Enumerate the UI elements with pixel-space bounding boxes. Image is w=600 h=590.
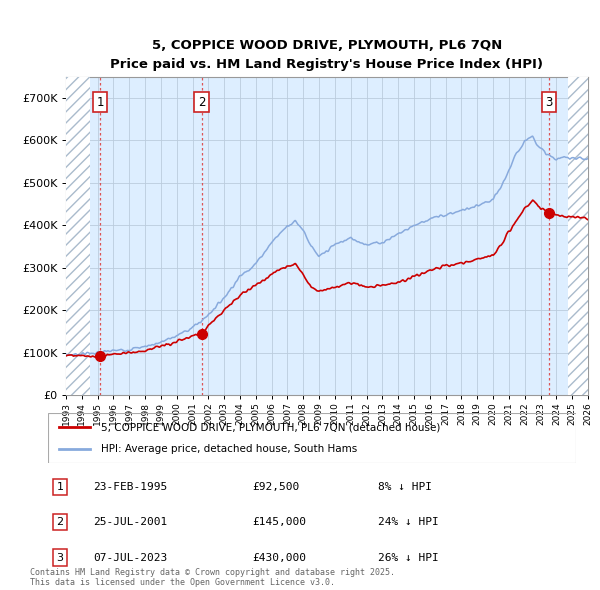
Text: 5, COPPICE WOOD DRIVE, PLYMOUTH, PL6 7QN (detached house): 5, COPPICE WOOD DRIVE, PLYMOUTH, PL6 7QN… xyxy=(101,422,440,432)
Text: 2: 2 xyxy=(198,96,205,109)
Text: Contains HM Land Registry data © Crown copyright and database right 2025.
This d: Contains HM Land Registry data © Crown c… xyxy=(30,568,395,587)
Text: 1: 1 xyxy=(96,96,104,109)
Text: 1: 1 xyxy=(56,482,64,491)
Text: £430,000: £430,000 xyxy=(252,553,306,562)
Text: 8% ↓ HPI: 8% ↓ HPI xyxy=(378,482,432,491)
Bar xyxy=(66,77,90,395)
Title: 5, COPPICE WOOD DRIVE, PLYMOUTH, PL6 7QN
Price paid vs. HM Land Registry's House: 5, COPPICE WOOD DRIVE, PLYMOUTH, PL6 7QN… xyxy=(110,40,544,71)
Text: 23-FEB-1995: 23-FEB-1995 xyxy=(93,482,167,491)
Text: 24% ↓ HPI: 24% ↓ HPI xyxy=(378,517,439,527)
Text: £92,500: £92,500 xyxy=(252,482,299,491)
Text: 26% ↓ HPI: 26% ↓ HPI xyxy=(378,553,439,562)
Text: 07-JUL-2023: 07-JUL-2023 xyxy=(93,553,167,562)
Text: 25-JUL-2001: 25-JUL-2001 xyxy=(93,517,167,527)
Text: 3: 3 xyxy=(545,96,553,109)
Text: 3: 3 xyxy=(56,553,64,562)
Bar xyxy=(568,77,588,395)
Text: HPI: Average price, detached house, South Hams: HPI: Average price, detached house, Sout… xyxy=(101,444,357,454)
Text: £145,000: £145,000 xyxy=(252,517,306,527)
Text: 2: 2 xyxy=(56,517,64,527)
